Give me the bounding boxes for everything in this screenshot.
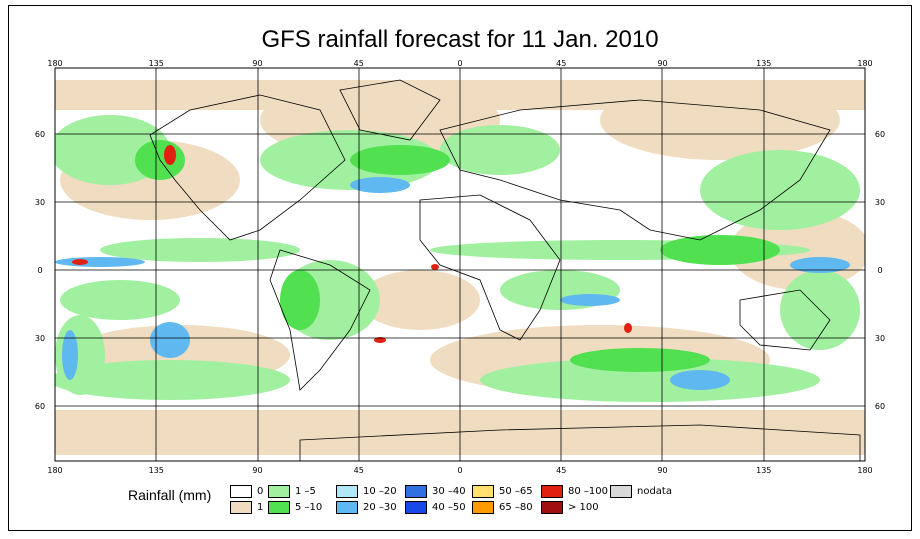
- lon-ticks-bottom: 180 135 90 45 0 45 90 135 180: [47, 466, 872, 475]
- legend-swatch: [472, 501, 494, 514]
- legend-swatch: [610, 485, 632, 498]
- legend-swatch: [541, 485, 563, 498]
- legend-label: 0: [257, 486, 264, 497]
- lon-tick-label: 90: [252, 466, 262, 475]
- lon-ticks-top: 180 135 90 45 0 45 90 135 180: [47, 59, 872, 68]
- map-title: GFS rainfall forecast for 11 Jan. 2010: [261, 26, 659, 53]
- lon-tick-label: 45: [354, 59, 364, 68]
- lat-tick-label: 30: [875, 334, 885, 343]
- graticule: [55, 68, 865, 461]
- legend-swatch: [405, 501, 427, 514]
- lon-tick-label: 0: [457, 466, 462, 475]
- legend-label: 5 –10: [295, 502, 323, 513]
- lon-tick-label: 45: [354, 466, 364, 475]
- lat-tick-label: 60: [35, 130, 45, 139]
- legend-swatch: [405, 485, 427, 498]
- legend-label: > 100: [568, 502, 599, 513]
- lon-tick-label: 135: [149, 59, 164, 68]
- lat-ticks-right: 60 30 0 30 60: [875, 130, 885, 411]
- lon-tick-label: 90: [252, 59, 262, 68]
- coastlines: [149, 79, 861, 461]
- lat-tick-label: 0: [37, 266, 42, 275]
- lon-tick-label: 180: [857, 59, 872, 68]
- legend-label: 65 –80: [499, 502, 533, 513]
- rain-field: [55, 68, 865, 461]
- legend-label: 40 –50: [432, 502, 466, 513]
- lon-tick-label: 90: [657, 59, 667, 68]
- legend-label: 20 –30: [363, 502, 397, 513]
- lon-tick-label: 90: [657, 466, 667, 475]
- lon-tick-label: 180: [47, 466, 62, 475]
- legend-swatch: [230, 501, 252, 514]
- lat-tick-label: 0: [877, 266, 882, 275]
- lat-ticks-left: 60 30 0 30 60: [35, 130, 45, 411]
- lon-tick-label: 135: [756, 466, 771, 475]
- legend-title: Rainfall (mm): [128, 487, 212, 503]
- legend-label: 50 –65: [499, 486, 533, 497]
- legend-swatch: [268, 485, 290, 498]
- legend-label: 80 –100: [568, 486, 608, 497]
- lon-tick-label: 0: [457, 59, 462, 68]
- map-border: [54, 67, 866, 462]
- lat-tick-label: 60: [35, 402, 45, 411]
- lat-tick-label: 30: [875, 198, 885, 207]
- lat-tick-label: 60: [875, 402, 885, 411]
- legend-swatch: [336, 501, 358, 514]
- legend-swatch: [472, 485, 494, 498]
- legend-label: nodata: [637, 486, 672, 497]
- legend-swatch: [230, 485, 252, 498]
- legend-label: 30 –40: [432, 486, 466, 497]
- lat-tick-label: 30: [35, 198, 45, 207]
- legend-swatch: [268, 501, 290, 514]
- legend-label: 10 –20: [363, 486, 397, 497]
- lat-tick-label: 60: [875, 130, 885, 139]
- lon-tick-label: 45: [556, 466, 566, 475]
- legend-swatch: [541, 501, 563, 514]
- legend-label: 1: [257, 502, 264, 513]
- lat-tick-label: 30: [35, 334, 45, 343]
- rain-heavy-cores: [72, 145, 632, 343]
- legend-label: 1 –5: [295, 486, 316, 497]
- legend-swatch: [336, 485, 358, 498]
- lon-tick-label: 180: [47, 59, 62, 68]
- lon-tick-label: 135: [756, 59, 771, 68]
- lon-tick-label: 135: [149, 466, 164, 475]
- lon-tick-label: 180: [857, 466, 872, 475]
- lon-tick-label: 45: [556, 59, 566, 68]
